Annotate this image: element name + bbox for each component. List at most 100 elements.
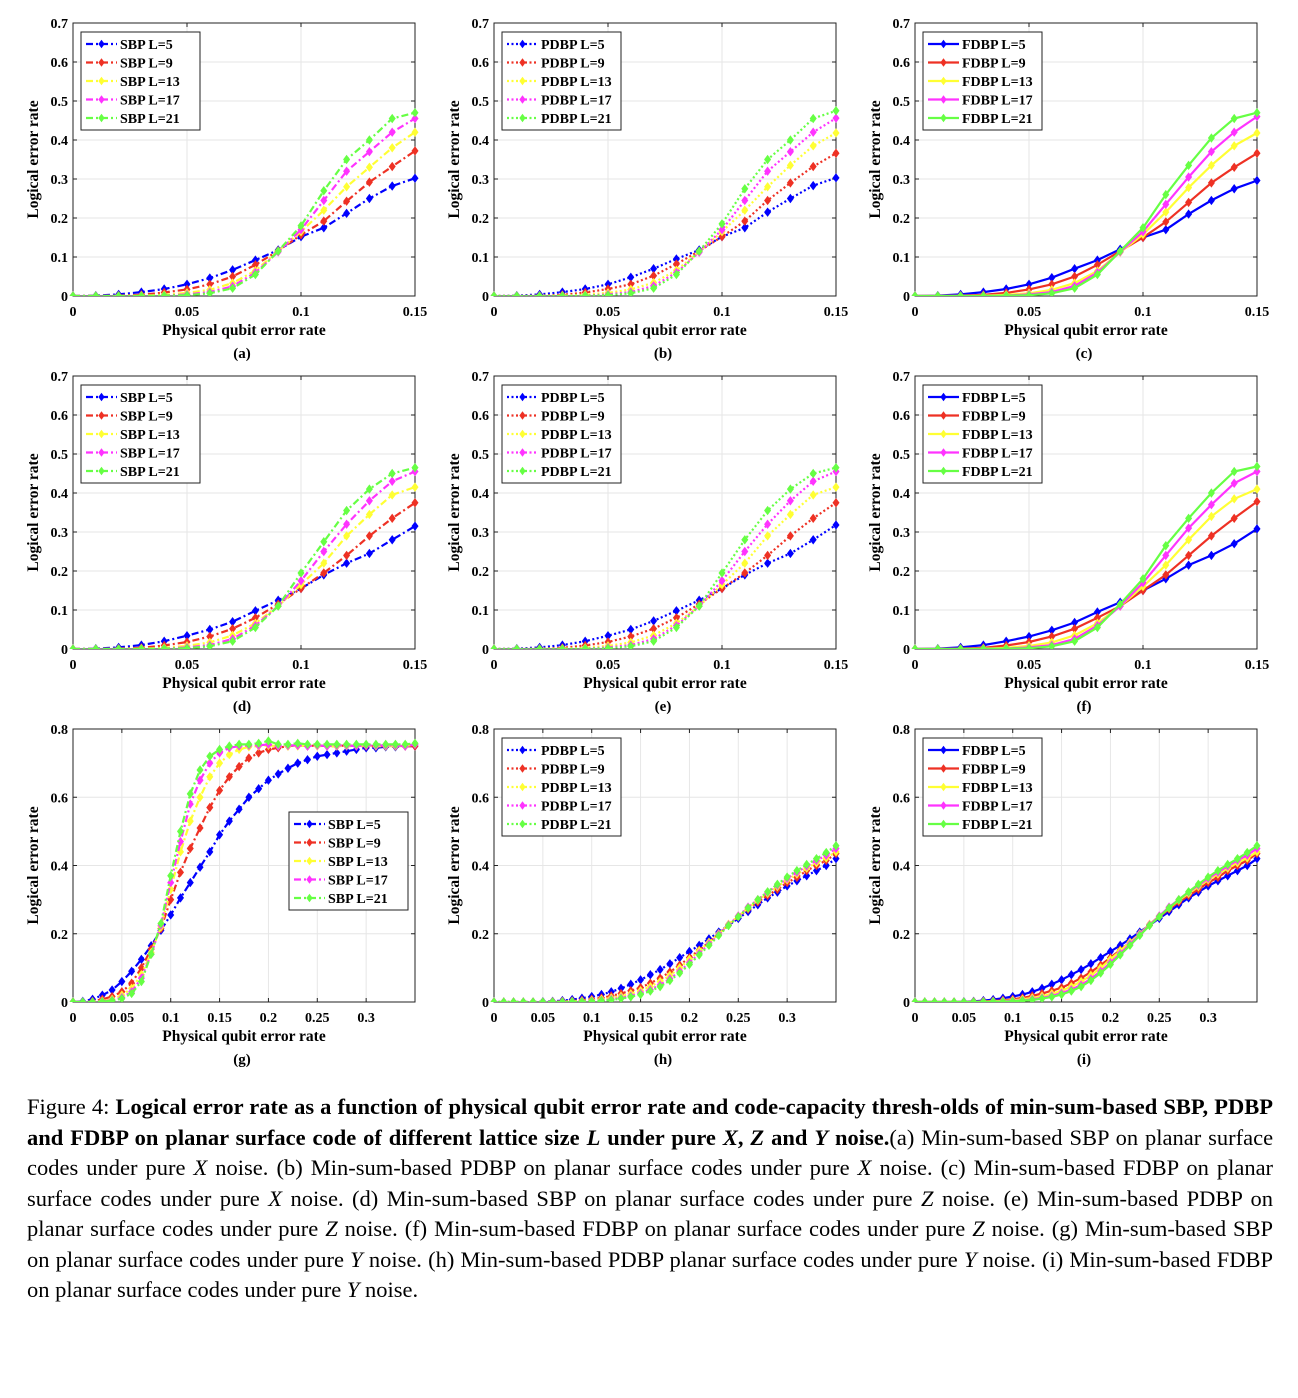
y-axis-label: Logical error rate <box>867 100 884 218</box>
legend-label: PDBP L=21 <box>541 818 612 833</box>
y-tick-label: 0 <box>61 290 68 305</box>
data-point <box>382 739 390 750</box>
axes-box <box>72 22 416 297</box>
data-point <box>388 513 396 524</box>
data-point <box>1253 175 1261 186</box>
data-point <box>1038 993 1046 1002</box>
data-point <box>186 877 194 888</box>
data-point <box>741 205 749 215</box>
data-point <box>979 644 987 649</box>
data-point <box>294 758 302 768</box>
y-axis-label: Logical error rate <box>446 100 463 218</box>
data-point <box>764 166 772 176</box>
data-point <box>411 107 419 118</box>
data-point <box>92 644 100 649</box>
data-point <box>832 128 840 138</box>
data-point <box>793 865 801 876</box>
data-point <box>812 853 820 864</box>
data-point <box>388 127 396 137</box>
x-tick-label: 0.15 <box>403 658 428 673</box>
legend-label: SBP L=21 <box>120 465 180 480</box>
data-point <box>529 997 537 1002</box>
y-tick-label: 0.6 <box>51 56 69 71</box>
data-point <box>741 216 749 226</box>
data-point <box>822 847 830 858</box>
data-point <box>297 221 305 231</box>
data-point <box>786 548 794 559</box>
x-tick-label: 0.15 <box>824 305 849 320</box>
data-point <box>513 644 521 649</box>
data-point <box>1139 223 1147 233</box>
data-point <box>79 997 87 1002</box>
x-tick-label: 0.05 <box>1017 305 1042 320</box>
data-point <box>695 950 703 960</box>
y-tick-label: 0.4 <box>51 860 69 875</box>
data-point <box>1230 513 1238 524</box>
data-point <box>320 195 328 206</box>
y-axis-label: Logical error rate <box>446 453 463 571</box>
data-point <box>388 181 396 191</box>
data-point <box>627 641 635 649</box>
y-tick-label: 0.4 <box>472 134 490 149</box>
data-point <box>1253 853 1261 864</box>
y-tick-label: 0 <box>903 996 910 1011</box>
series-group <box>69 107 419 296</box>
legend-marker <box>519 801 526 810</box>
data-point <box>1139 574 1147 584</box>
data-point <box>1207 488 1215 498</box>
axes-box <box>493 375 837 650</box>
data-point <box>365 146 373 157</box>
data-point <box>695 601 703 611</box>
data-point <box>832 148 840 158</box>
panel-label: (i) <box>1077 1052 1091 1068</box>
data-point <box>741 184 749 194</box>
data-point <box>597 995 606 1002</box>
data-point <box>333 739 341 750</box>
y-tick-label: 0.1 <box>51 604 69 619</box>
data-point <box>264 775 272 785</box>
data-point <box>549 997 557 1002</box>
data-point <box>216 785 224 796</box>
data-point <box>388 535 396 545</box>
panel-i: 0 0.2 0.4 0.6 0.8 0 0.05 0.1 0.15 0.2 0.25 0.3 FDBP … <box>867 723 1261 1068</box>
data-point <box>343 154 351 165</box>
y-tick-label: 0.1 <box>893 251 911 266</box>
legend-marker <box>940 95 947 104</box>
x-axis-label: Physical qubit error rate <box>162 1028 326 1045</box>
data-point <box>206 847 214 857</box>
y-tick-label: 0.5 <box>51 95 69 110</box>
data-point <box>1243 860 1251 871</box>
legend-marker <box>519 411 526 420</box>
data-point <box>1093 269 1101 280</box>
series-group <box>490 106 840 296</box>
y-tick-label: 0.2 <box>51 212 69 227</box>
y-tick-label: 0 <box>61 996 68 1011</box>
legend-label: SBP L=17 <box>328 874 388 889</box>
axes-box <box>914 375 1258 650</box>
data-point <box>695 246 703 256</box>
data-point <box>320 205 328 215</box>
data-point <box>1136 930 1144 941</box>
data-point <box>803 871 811 881</box>
data-point <box>365 135 373 145</box>
axes-box <box>493 728 837 1003</box>
data-point <box>147 949 155 959</box>
x-axis-label: Physical qubit error rate <box>1004 675 1168 692</box>
legend-label: PDBP L=5 <box>541 744 605 759</box>
x-tick-label: 0.15 <box>403 305 428 320</box>
data-point <box>513 291 521 296</box>
data-point <box>803 859 811 870</box>
data-point <box>940 997 948 1002</box>
legend: SBP L=5 SBP L=9 SBP L=13 SBP L=17 SBP L=21 <box>80 31 201 131</box>
data-point <box>989 996 997 1002</box>
data-point <box>1230 141 1238 151</box>
data-point <box>1185 513 1193 524</box>
data-point <box>809 490 817 500</box>
data-point <box>216 758 224 768</box>
data-point <box>500 997 508 1002</box>
legend-marker <box>519 448 526 457</box>
data-point <box>783 872 791 882</box>
data-point <box>1253 524 1261 534</box>
x-tick-label: 0.05 <box>596 305 621 320</box>
legend-label: FDBP L=21 <box>962 465 1033 480</box>
